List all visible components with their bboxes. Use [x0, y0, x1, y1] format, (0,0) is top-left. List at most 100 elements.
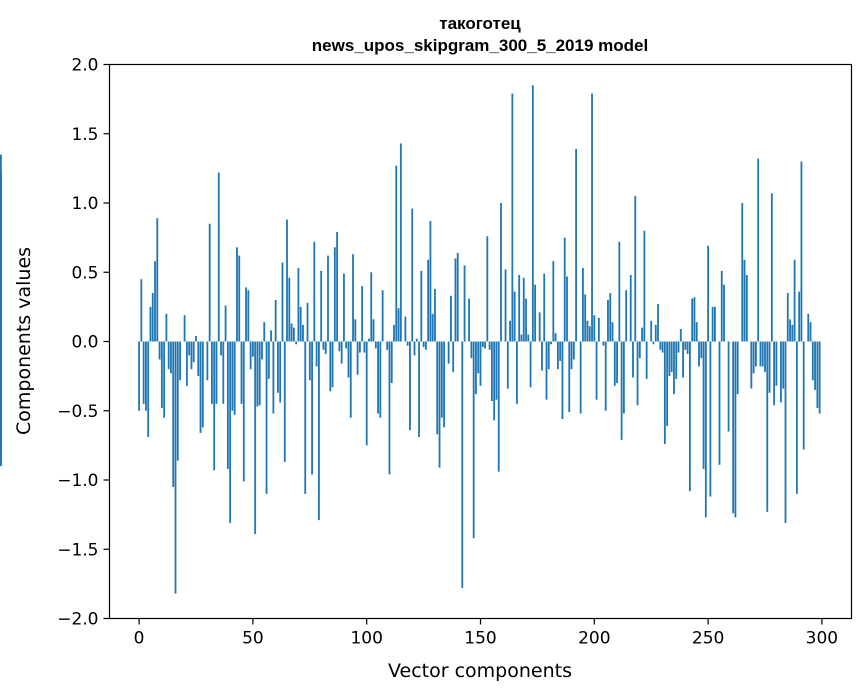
- bar: [641, 327, 644, 342]
- bar: [311, 341, 313, 475]
- bar: [622, 341, 625, 414]
- bar: [509, 320, 511, 342]
- bar: [238, 255, 241, 342]
- x-tick-label: 300: [806, 629, 838, 649]
- bar: [802, 341, 805, 450]
- bar: [463, 265, 466, 342]
- bar: [709, 341, 712, 497]
- bar: [809, 322, 812, 342]
- bar: [611, 322, 614, 342]
- bar: [814, 341, 816, 390]
- bar: [566, 276, 568, 342]
- bar: [372, 319, 375, 342]
- bar: [258, 341, 261, 406]
- bar: [443, 341, 445, 428]
- bar: [290, 323, 293, 342]
- bar: [495, 341, 498, 400]
- bar: [242, 341, 245, 482]
- bar: [345, 341, 348, 349]
- bar: [604, 341, 607, 411]
- bar: [632, 341, 634, 378]
- x-tick-label: 150: [464, 629, 496, 649]
- bar: [545, 341, 548, 400]
- bar: [0, 341, 2, 363]
- bar: [575, 148, 577, 342]
- bar: [673, 341, 675, 395]
- bar: [145, 341, 147, 411]
- bar: [718, 341, 721, 465]
- bar: [518, 275, 521, 342]
- bar: [158, 341, 161, 360]
- bar: [811, 341, 814, 381]
- bar: [231, 341, 234, 411]
- bar: [500, 203, 502, 342]
- bar: [220, 341, 222, 356]
- bar: [654, 324, 657, 342]
- bar: [347, 341, 350, 378]
- y-tick-label: 1.0: [71, 194, 98, 214]
- x-tick-label: 250: [692, 629, 724, 649]
- bar: [399, 143, 402, 342]
- bar: [450, 295, 452, 342]
- bar: [368, 338, 370, 342]
- bar: [691, 298, 694, 342]
- bar: [570, 341, 573, 370]
- bar: [138, 341, 140, 411]
- bar: [488, 341, 491, 350]
- bar: [176, 341, 179, 461]
- bar: [149, 306, 152, 342]
- bar: [336, 232, 339, 342]
- bar: [750, 341, 753, 389]
- bar: [317, 341, 320, 521]
- bar: [481, 341, 484, 348]
- bar: [211, 341, 213, 404]
- bar: [493, 341, 496, 421]
- bar: [504, 269, 507, 342]
- bar: [759, 341, 762, 367]
- bar: [506, 341, 509, 389]
- bar: [224, 305, 227, 342]
- bar: [522, 277, 525, 342]
- bar: [154, 261, 156, 342]
- bar: [727, 341, 730, 432]
- bar: [734, 341, 737, 518]
- bar: [643, 230, 646, 342]
- bar: [638, 341, 641, 359]
- bar: [677, 341, 680, 353]
- bar: [679, 329, 682, 342]
- bar: [591, 93, 593, 342]
- x-tick-label: 100: [350, 629, 382, 649]
- bar: [663, 341, 666, 444]
- bar: [704, 341, 707, 518]
- bar: [183, 315, 186, 342]
- bar: [361, 286, 364, 342]
- bar: [702, 341, 705, 469]
- bar: [404, 316, 407, 342]
- bar: [454, 258, 457, 342]
- bar: [245, 287, 247, 342]
- bar: [625, 290, 628, 342]
- bar: [160, 341, 163, 408]
- bar: [0, 172, 2, 342]
- bar: [529, 341, 532, 388]
- bar: [377, 341, 379, 414]
- bar: [249, 341, 252, 370]
- y-axis-ticks: −2.0 −1.5 −1.0 −0.5 0.0 0.5 1.0 1.5 2.0: [57, 56, 110, 630]
- bar: [251, 341, 254, 357]
- bar: [270, 330, 273, 342]
- bar: [477, 341, 480, 374]
- bar: [666, 341, 669, 426]
- bar: [424, 341, 427, 350]
- bars-group: [0, 85, 821, 594]
- bar: [302, 324, 304, 342]
- bar: [741, 203, 744, 342]
- bar: [313, 241, 316, 342]
- bar: [613, 341, 616, 386]
- bar: [684, 341, 687, 350]
- bar: [543, 273, 546, 342]
- bar: [167, 341, 170, 370]
- bar: [185, 341, 188, 386]
- bar: [531, 85, 534, 342]
- x-tick-label: 0: [134, 629, 145, 649]
